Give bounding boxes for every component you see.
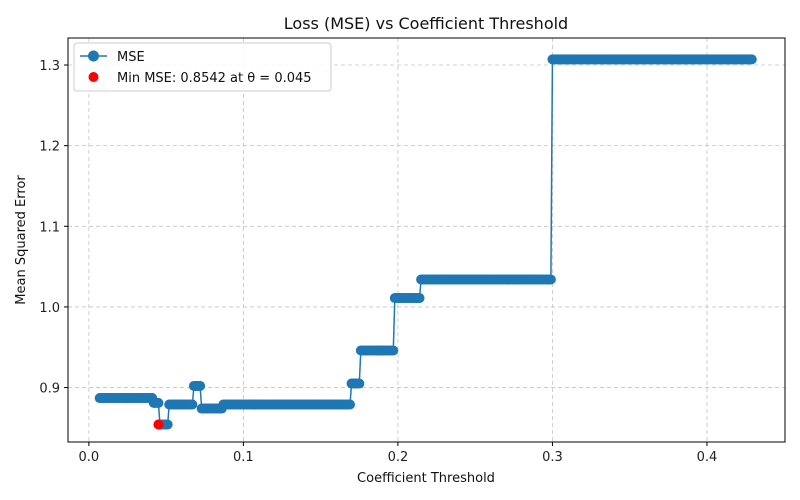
x-tick-label: 0.0 bbox=[79, 450, 100, 465]
y-tick-label: 1.1 bbox=[39, 220, 60, 235]
legend: MSE Min MSE: 0.8542 at θ = 0.045 bbox=[73, 42, 332, 92]
legend-box bbox=[73, 42, 332, 92]
y-tick-label: 1.2 bbox=[39, 140, 60, 155]
x-tick-label: 0.3 bbox=[542, 450, 563, 465]
y-tick-label: 1.0 bbox=[39, 301, 60, 316]
legend-min-marker bbox=[88, 72, 99, 82]
plot-frame bbox=[67, 37, 786, 443]
mse-point bbox=[153, 397, 164, 408]
series-min-mse bbox=[153, 419, 164, 430]
legend-min-label: Min MSE: 0.8542 at θ = 0.045 bbox=[117, 71, 312, 86]
mse-point bbox=[345, 399, 356, 410]
mse-point bbox=[187, 399, 198, 410]
mse-point bbox=[354, 378, 365, 389]
legend-mse-label: MSE bbox=[117, 50, 145, 65]
x-tick-label: 0.2 bbox=[388, 450, 409, 465]
mse-point bbox=[195, 380, 206, 391]
x-axis-ticks: 0.0 0.1 0.2 0.3 0.4 bbox=[79, 442, 718, 465]
x-axis-label: Coefficient Threshold bbox=[357, 471, 495, 486]
mse-point bbox=[162, 419, 173, 430]
min-mse-point bbox=[153, 419, 164, 430]
legend-mse-marker bbox=[88, 50, 99, 62]
chart-title: Loss (MSE) vs Coefficient Threshold bbox=[284, 14, 568, 33]
mse-point bbox=[746, 54, 757, 65]
y-axis-label: Mean Squared Error bbox=[14, 175, 29, 305]
x-tick-label: 0.4 bbox=[697, 450, 718, 465]
y-tick-label: 0.9 bbox=[39, 382, 60, 397]
mse-point bbox=[545, 274, 556, 285]
mse-point bbox=[388, 345, 399, 356]
y-axis-ticks: 0.9 1.0 1.1 1.2 1.3 bbox=[39, 59, 68, 397]
series-mse bbox=[94, 54, 757, 430]
y-tick-label: 1.3 bbox=[39, 59, 60, 74]
x-tick-label: 0.1 bbox=[233, 450, 254, 465]
mse-point bbox=[414, 293, 425, 304]
